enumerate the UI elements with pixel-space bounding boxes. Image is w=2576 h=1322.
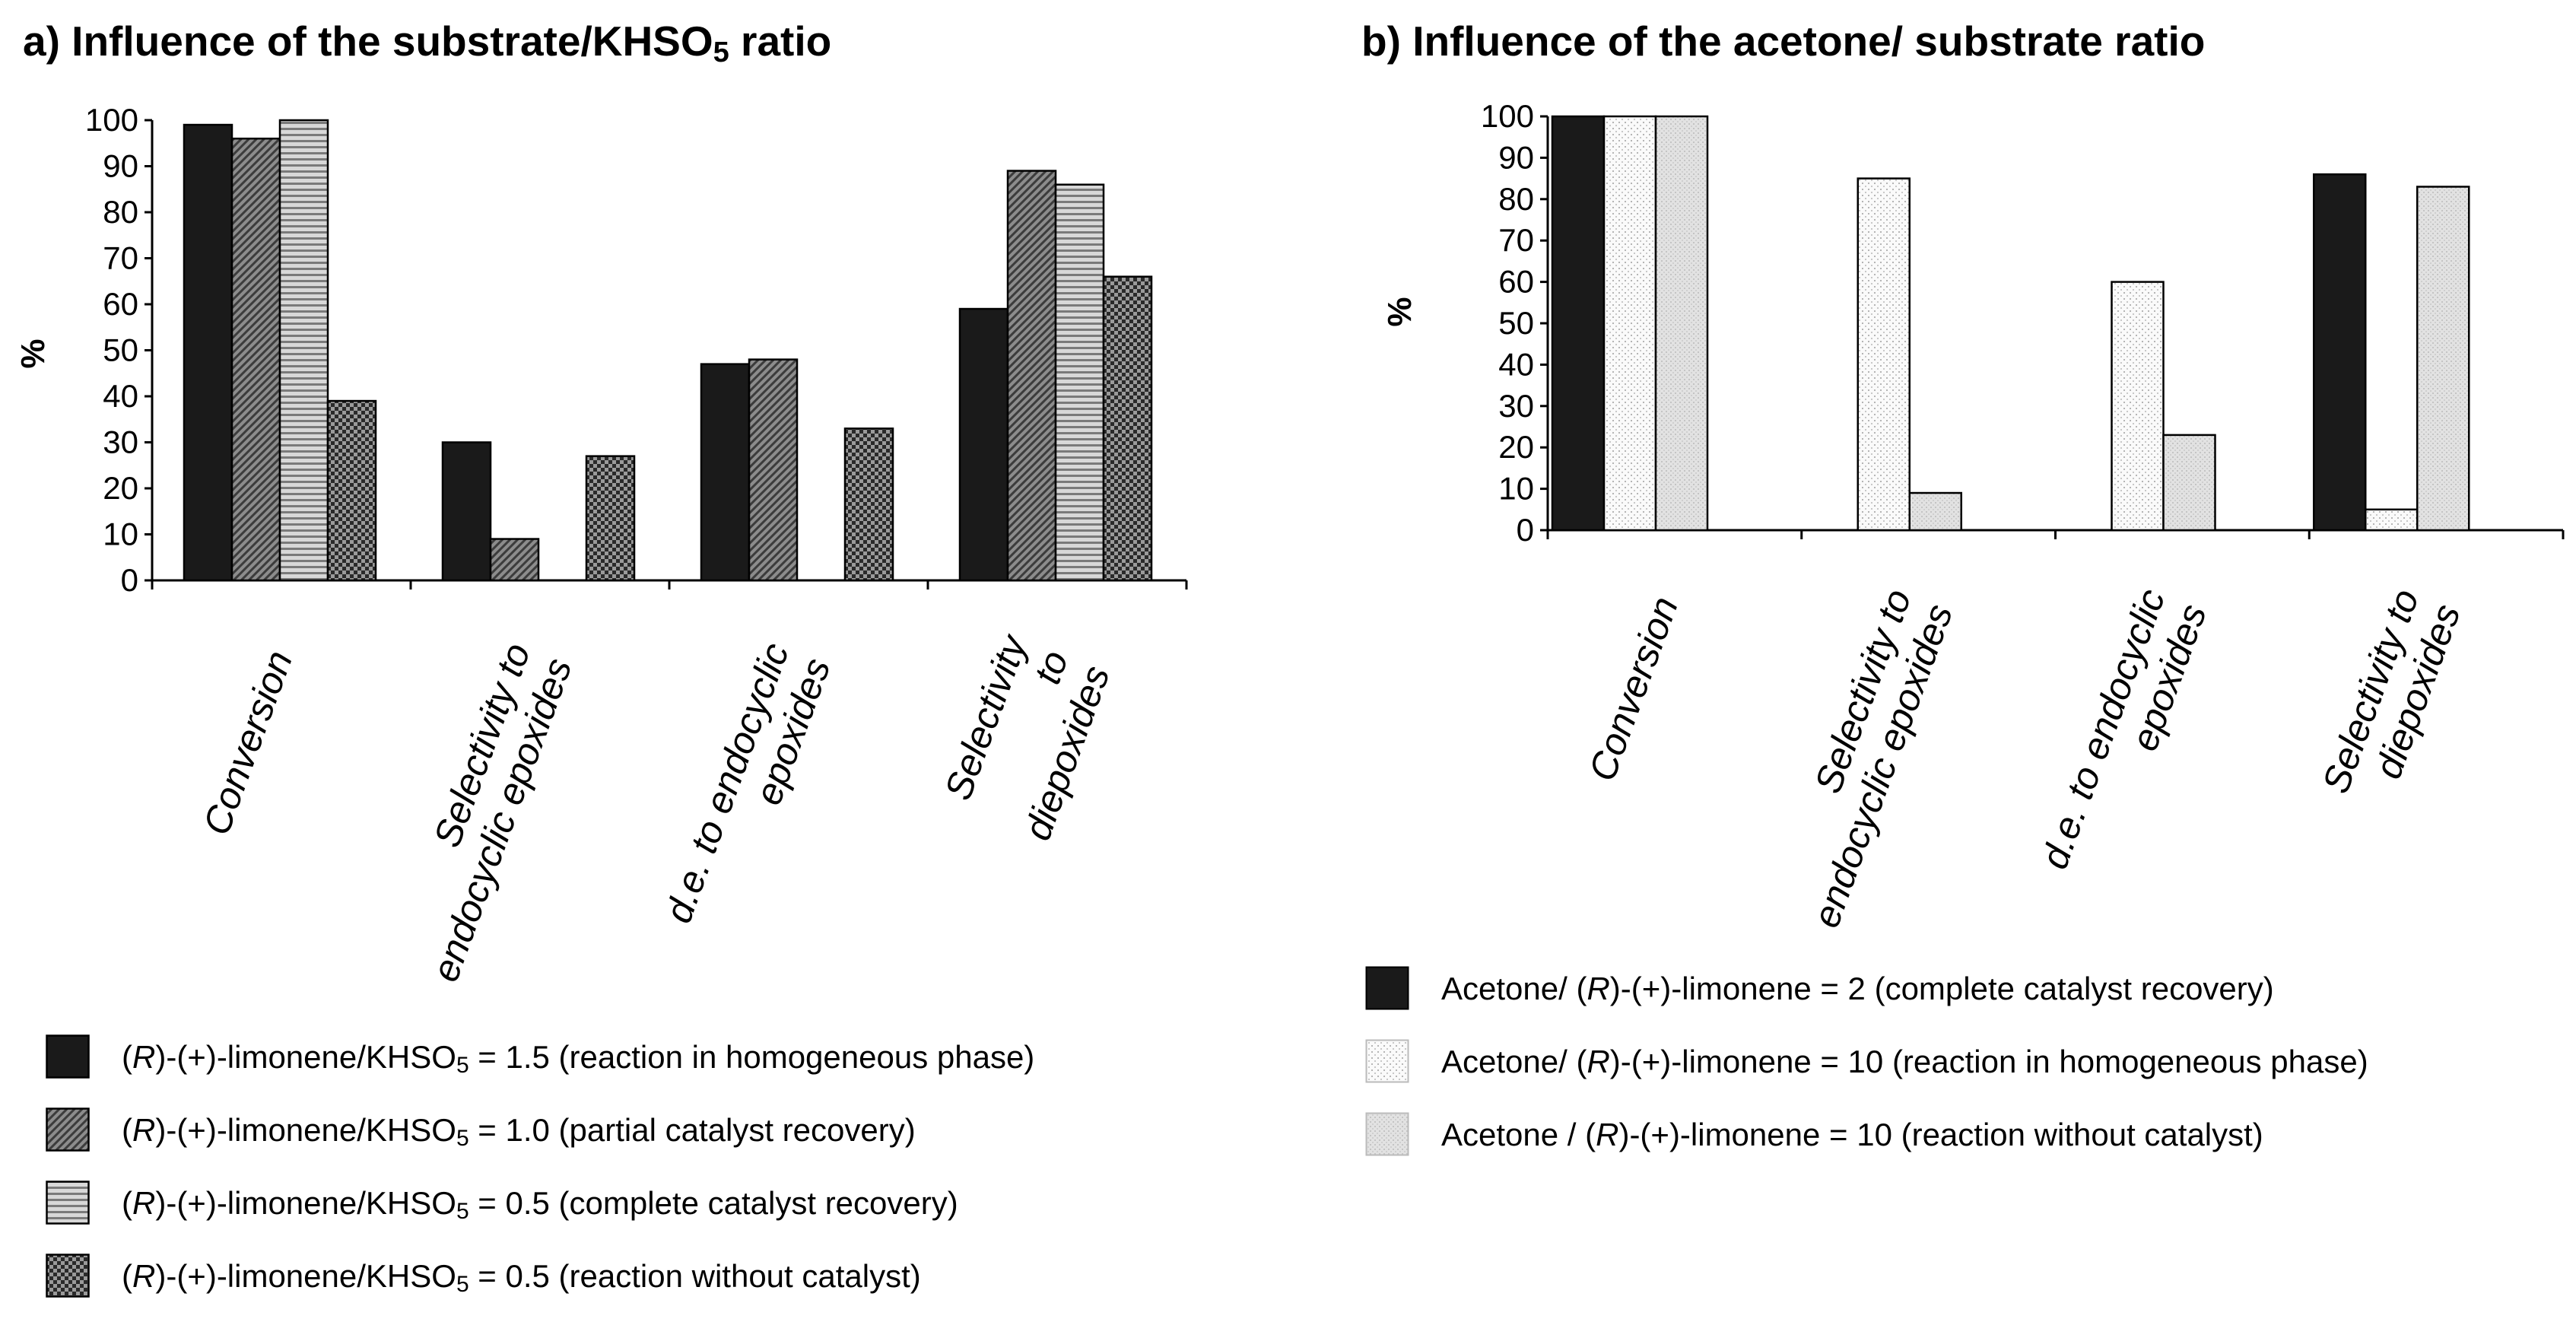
chart-b-title: b) Influence of the acetone/ substrate r… [1361,17,2206,65]
chart-a-bar-s2-c2 [489,538,540,582]
chart-b-y-tick-label: 50 [1498,305,1534,341]
chart-a-bar-s4-c3 [843,427,894,582]
chart-a-bar-s2-c4 [1006,170,1057,582]
chart-b-bar-s1-c4 [2313,173,2367,532]
chart-a-legend-swatch [46,1034,90,1079]
chart-b-y-tick-label: 100 [1481,98,1534,134]
chart-b-legend-label: Acetone / (R)-(+)-limonene = 10 (reactio… [1441,1117,2263,1152]
chart-b-bar-s3-c1 [1654,115,1709,532]
chart-b-bar-s1-c1 [1551,115,1606,532]
chart-a-category-label-line: Conversion [195,645,300,841]
chart-b-y-tick-label: 20 [1498,429,1534,465]
chart-b-legend-label: Acetone/ (R)-(+)-limonene = 2 (complete … [1441,971,2274,1006]
chart-a-y-tick-label: 30 [103,424,138,460]
chart-a-y-tick-label: 80 [103,194,138,230]
chart-a-y-tick-label: 40 [103,378,138,414]
chart-a-legend-swatch [46,1107,90,1152]
chart-a-legend-label: (R)-(+)-limonene/KHSO5 = 1.0 (partial ca… [122,1112,916,1151]
chart-b-bar-s2-c3 [2111,281,2165,532]
chart-b-bar-s2-c4 [2365,508,2419,532]
chart-b-y-tick-label: 80 [1498,181,1534,217]
chart-a-y-tick-label: 90 [103,148,138,184]
chart-b-bar-s3-c4 [2416,186,2470,532]
chart-a-bar-s4-c2 [585,455,636,582]
chart-b-bar-s2-c2 [1857,177,1911,532]
chart-a-y-tick-label: 100 [85,102,138,138]
chart-a-y-tick-label: 10 [103,516,138,552]
chart-a-legend-swatch [46,1254,90,1298]
chart-a-title: a) Influence of the substrate/KHSO5 rati… [23,17,832,68]
chart-a-legend-swatch [46,1181,90,1225]
chart-b-y-tick-label: 60 [1498,264,1534,300]
chart-a-bar-s1-c4 [958,307,1009,582]
chart-b-y-tick-label: 30 [1498,388,1534,424]
chart-a-y-tick-label: 20 [103,470,138,506]
chart-a: 0 10 20 30 40 50 60 70 80 90 100% Conversion Selecti… [14,102,1188,987]
chart-b-legend-swatch [1365,966,1409,1010]
chart-a-y-tick-label: 70 [103,240,138,276]
chart-b-legend-swatch [1365,1039,1409,1083]
chart-a-legend-label: (R)-(+)-limonene/KHSO5 = 0.5 (reaction w… [122,1258,921,1297]
chart-a-category-label-line: to [1025,645,1076,689]
chart-b-bar-s3-c2 [1908,491,1962,532]
chart-a-bar-s3-c4 [1054,183,1105,582]
chart-a-bar-s2-c1 [230,137,281,582]
chart-a-y-axis-label: % [14,338,52,368]
chart-a-category-label-line: diepoxides [1015,660,1117,846]
chart-b-y-tick-label: 0 [1517,512,1534,548]
chart-b-y-tick-label: 40 [1498,346,1534,382]
chart-a-y-tick-label: 0 [121,562,138,598]
chart-b: 0 10 20 30 40 50 60 70 80 90 100% Conversion Selecti… [1381,98,2565,933]
chart-b-y-tick-label: 90 [1498,139,1534,175]
chart-a-bar-s1-c2 [441,441,492,582]
chart-a-bar-s3-c1 [278,119,329,582]
chart-a-bar-s4-c1 [326,399,377,582]
chart-a-bar-s2-c3 [748,358,799,582]
chart-b-y-axis-label: % [1381,297,1418,326]
chart-a-category-label: Conversion [195,645,300,841]
chart-a-y-tick-label: 60 [103,286,138,322]
chart-b-y-tick-label: 10 [1498,471,1534,507]
chart-a-bar-s4-c4 [1102,275,1153,582]
chart-a-legend-label: (R)-(+)-limonene/KHSO5 = 0.5 (complete c… [122,1185,958,1224]
chart-b-legend-swatch [1365,1112,1409,1156]
chart-a-category-label-line: Selectivity [936,628,1036,805]
chart-b-bar-s3-c3 [2162,434,2216,532]
chart-b-legend-label: Acetone/ (R)-(+)-limonene = 10 (reaction… [1441,1044,2368,1079]
chart-a-bar-s1-c1 [183,123,233,582]
chart-a-legend-label: (R)-(+)-limonene/KHSO5 = 1.5 (reaction i… [122,1039,1035,1078]
chart-a-bar-s1-c3 [700,363,751,582]
chart-a-y-tick-label: 50 [103,332,138,368]
chart-b-y-tick-label: 70 [1498,222,1534,258]
chart-b-category-label: Conversion [1580,591,1686,787]
chart-b-category-label-line: Conversion [1580,591,1686,787]
chart-b-bar-s2-c1 [1602,115,1657,532]
